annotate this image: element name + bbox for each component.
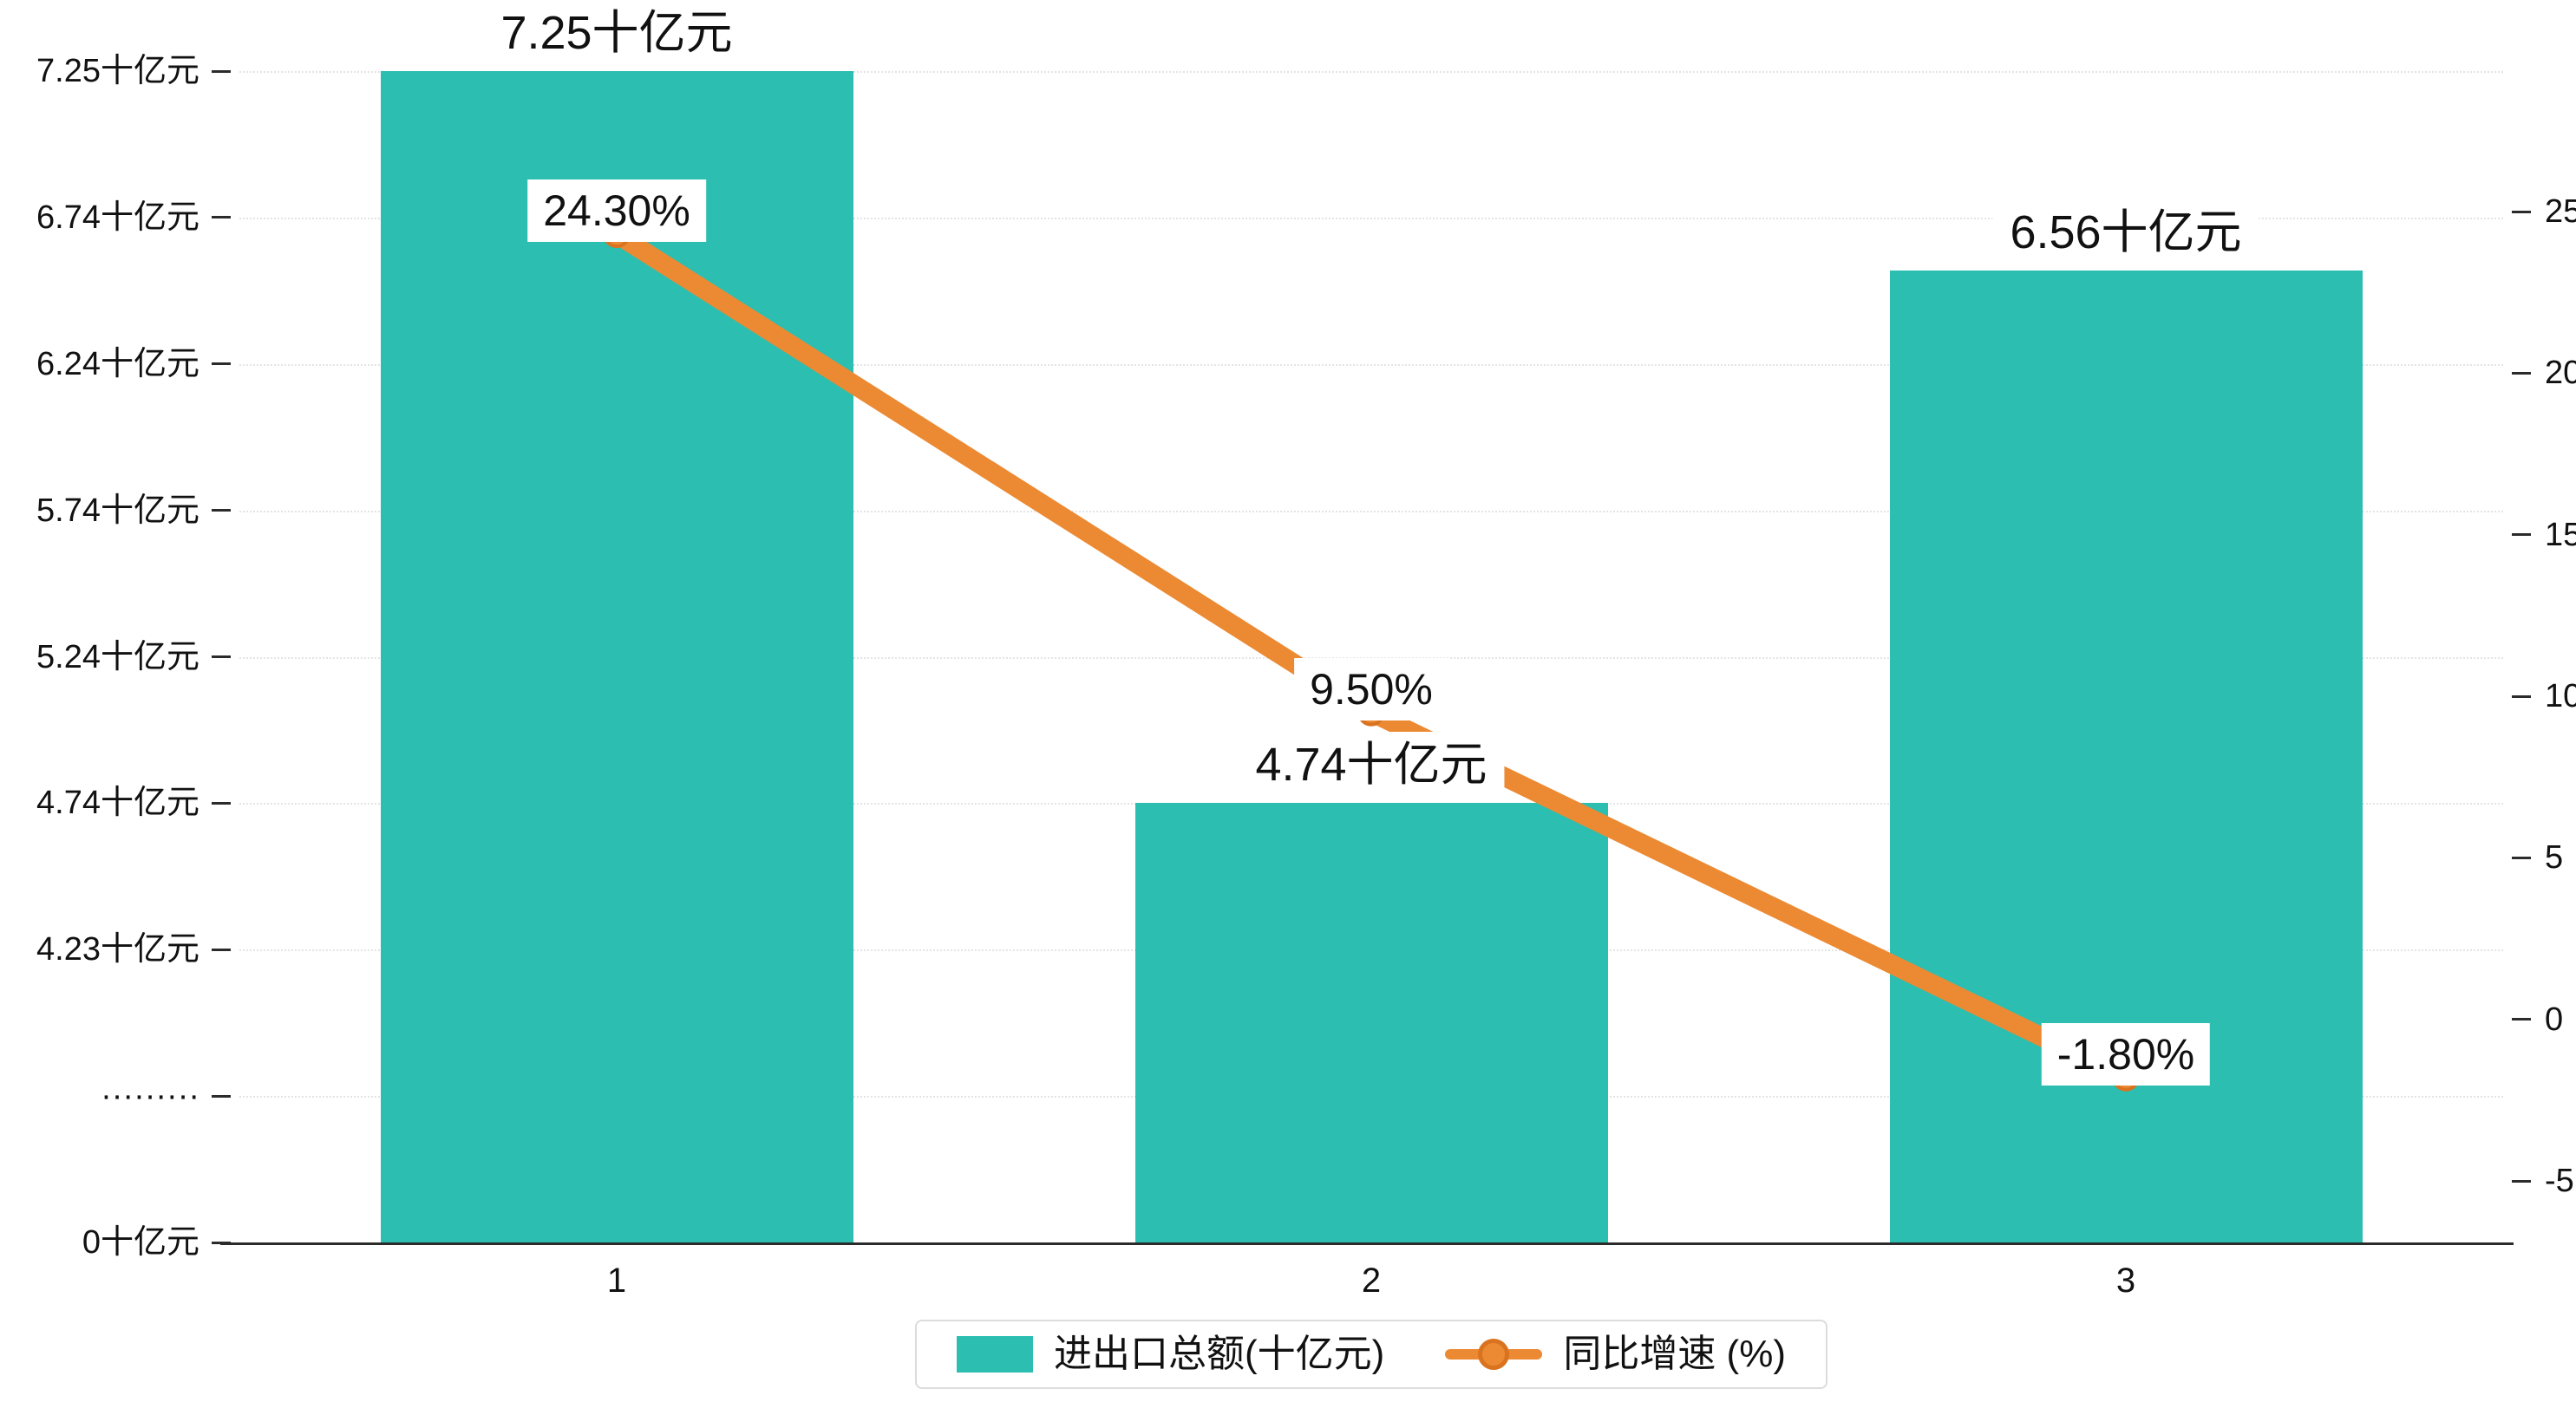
legend-item-bar-series[interactable]: 进出口总额(十亿元) bbox=[957, 1335, 1384, 1373]
left-tick-mark bbox=[212, 362, 231, 366]
left-axis-tick-label: 7.25十亿元 bbox=[36, 53, 199, 89]
x-axis-tick-label: 2 bbox=[1361, 1262, 1382, 1300]
left-axis-tick-label: 6.74十亿元 bbox=[36, 199, 199, 236]
line-dot-icon bbox=[1478, 1339, 1510, 1370]
x-axis-tick-label: 1 bbox=[606, 1262, 627, 1300]
legend: 进出口总额(十亿元) 同比增速 (%) bbox=[915, 1320, 1827, 1389]
gridline bbox=[239, 217, 2503, 219]
left-tick-mark bbox=[212, 216, 231, 219]
bar-value-label: 6.56十亿元 bbox=[1992, 199, 2259, 266]
line-point-label: 24.30% bbox=[527, 179, 706, 243]
left-axis-tick-label: ········· bbox=[101, 1078, 199, 1115]
right-tick-mark bbox=[2512, 1018, 2531, 1021]
left-tick-mark bbox=[212, 1094, 231, 1098]
left-tick-mark bbox=[212, 948, 231, 951]
x-axis-line bbox=[220, 1242, 2514, 1245]
left-axis-tick-label: 4.23十亿元 bbox=[36, 931, 199, 968]
left-axis-tick-label: 5.74十亿元 bbox=[36, 492, 199, 529]
left-axis-tick-label: 6.24十亿元 bbox=[36, 345, 199, 382]
x-axis-tick-label: 3 bbox=[2115, 1262, 2136, 1300]
left-tick-mark bbox=[212, 69, 231, 73]
right-axis-tick-label: -5 bbox=[2545, 1163, 2574, 1199]
left-axis-tick-label: 4.74十亿元 bbox=[36, 785, 199, 822]
right-tick-mark bbox=[2512, 371, 2531, 375]
bar-series-swatch-icon bbox=[957, 1336, 1034, 1373]
left-axis-tick-label: 0十亿元 bbox=[82, 1224, 199, 1261]
bar-value-label: 4.74十亿元 bbox=[1238, 732, 1505, 799]
legend-label-line-series: 同比增速 (%) bbox=[1563, 1333, 1786, 1375]
right-axis-tick-label: 15 bbox=[2545, 516, 2576, 553]
bar[interactable] bbox=[1889, 270, 2363, 1242]
line-point-label: 9.50% bbox=[1294, 657, 1448, 721]
right-tick-mark bbox=[2512, 1179, 2531, 1183]
right-axis-tick-label: 5 bbox=[2545, 839, 2564, 877]
gridline bbox=[239, 71, 2503, 73]
right-tick-mark bbox=[2512, 856, 2531, 859]
line-point-label: -1.80% bbox=[2041, 1022, 2211, 1086]
bar[interactable] bbox=[380, 71, 853, 1242]
right-axis-tick-label: 10 bbox=[2545, 678, 2576, 714]
line-series-marker-icon bbox=[1445, 1336, 1543, 1373]
right-axis-tick-label: 0 bbox=[2545, 1001, 2564, 1038]
right-axis-tick-label: 20 bbox=[2545, 355, 2576, 392]
legend-label-bar-series: 进出口总额(十亿元) bbox=[1054, 1333, 1385, 1375]
left-tick-mark bbox=[212, 509, 231, 512]
right-axis-tick-label: 25 bbox=[2545, 193, 2576, 230]
right-tick-mark bbox=[2512, 694, 2531, 698]
left-tick-mark bbox=[212, 655, 231, 658]
bar-value-label: 7.25十亿元 bbox=[483, 0, 750, 67]
legend-item-line-series[interactable]: 同比增速 (%) bbox=[1445, 1335, 1786, 1373]
right-tick-mark bbox=[2512, 210, 2531, 213]
right-tick-mark bbox=[2512, 533, 2531, 537]
left-tick-mark bbox=[212, 801, 231, 805]
bar[interactable] bbox=[1134, 803, 1608, 1242]
left-axis-tick-label: 5.24十亿元 bbox=[36, 638, 199, 675]
